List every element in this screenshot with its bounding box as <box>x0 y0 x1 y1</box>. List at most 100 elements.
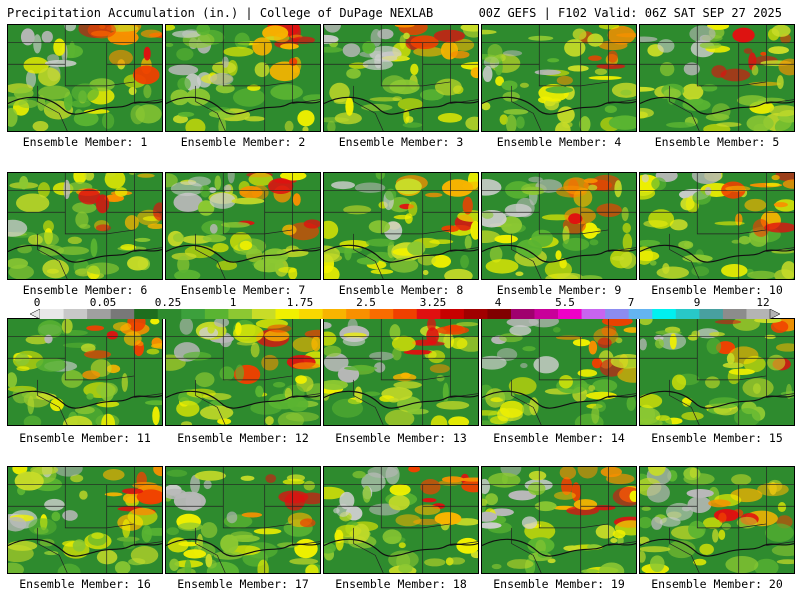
precip-blob <box>86 393 94 400</box>
precip-blob <box>23 415 42 425</box>
precip-blob <box>581 569 600 573</box>
precip-blob <box>482 355 507 370</box>
precip-blob <box>112 322 132 331</box>
precip-blob <box>254 62 270 78</box>
precip-blob <box>666 121 695 128</box>
precip-blob <box>556 185 588 198</box>
state-border <box>608 247 636 252</box>
precip-blob <box>499 400 525 418</box>
precip-blob <box>8 540 38 551</box>
precip-blob <box>778 58 794 76</box>
precip-blob <box>324 331 337 346</box>
precip-blob <box>292 193 301 206</box>
precip-blob <box>345 97 354 116</box>
precip-blob <box>410 63 419 75</box>
precip-blob <box>181 421 193 425</box>
colorbar-tick-label: 9 <box>693 296 701 309</box>
precip-blob <box>495 76 505 86</box>
precip-blob <box>143 527 162 536</box>
precip-blob <box>595 524 616 539</box>
precip-blob <box>531 229 554 248</box>
ensemble-map-panel <box>323 318 479 426</box>
precip-field <box>640 467 794 573</box>
precip-blob <box>44 99 59 112</box>
state-border <box>134 393 162 398</box>
precip-field <box>482 467 636 573</box>
state-border <box>511 85 542 131</box>
colorbar-min-arrow <box>30 309 41 319</box>
precip-blob <box>173 114 189 124</box>
precip-blob <box>278 266 297 273</box>
precip-blob <box>287 396 309 412</box>
precip-blob <box>250 342 260 358</box>
precip-blob <box>32 120 49 131</box>
precip-blob <box>214 175 222 190</box>
precip-field <box>8 319 162 425</box>
precip-blob <box>713 509 740 522</box>
precip-blob <box>284 387 292 400</box>
precip-blob <box>522 346 536 352</box>
precip-blob <box>35 357 67 372</box>
state-border <box>106 375 135 381</box>
precip-blob <box>577 369 598 377</box>
precip-blob <box>699 41 722 49</box>
state-border <box>738 375 767 381</box>
precip-blob <box>782 179 794 189</box>
precip-blob <box>589 239 599 246</box>
precip-blob <box>649 260 657 266</box>
colorbar-swatch <box>157 309 182 319</box>
coastline <box>8 96 162 115</box>
colorbar-tick-label: 0.05 <box>89 296 117 309</box>
precip-blob <box>420 478 441 495</box>
precip-blob <box>681 411 704 421</box>
precip-blob <box>752 219 770 237</box>
ensemble-member-label: Ensemble Member: 14 <box>493 431 625 445</box>
precip-blob <box>731 239 741 244</box>
precip-blob <box>176 400 200 417</box>
precip-field <box>324 173 478 279</box>
precip-blob <box>166 173 178 188</box>
precip-blob <box>596 63 626 69</box>
precip-blob <box>400 372 411 379</box>
state-border <box>422 375 451 381</box>
precip-blob <box>250 401 282 415</box>
precip-blob <box>273 33 290 43</box>
precip-blob <box>44 59 77 67</box>
precip-blob <box>732 27 755 43</box>
precip-blob <box>583 178 598 184</box>
precip-blob <box>596 203 622 217</box>
state-border <box>580 375 609 381</box>
coastline <box>640 538 794 557</box>
coastline <box>166 244 320 263</box>
precip-blob <box>489 415 508 425</box>
precip-blob <box>682 397 692 407</box>
precip-blob <box>57 246 90 255</box>
precip-blob <box>391 335 416 352</box>
precip-blob <box>324 542 336 554</box>
precip-blob <box>534 69 561 76</box>
state-border <box>538 173 581 235</box>
precip-blob <box>8 219 28 237</box>
precip-blob <box>591 227 602 235</box>
state-border <box>195 233 226 279</box>
precip-blob <box>104 492 123 497</box>
precip-blob <box>461 479 478 493</box>
colorbar-swatch <box>416 309 441 319</box>
state-border <box>64 25 107 87</box>
precip-blob <box>135 104 162 124</box>
precip-blob <box>747 270 776 279</box>
precip-blob <box>450 50 470 59</box>
precip-blob <box>172 30 202 38</box>
precip-blob <box>303 480 315 491</box>
ensemble-map-panel <box>481 172 637 280</box>
precip-blob <box>425 192 443 198</box>
colorbar-swatch <box>558 309 582 319</box>
precip-blob <box>324 352 349 372</box>
precip-blob <box>61 319 73 334</box>
precip-blob <box>354 386 363 403</box>
ensemble-member-label: Ensemble Member: 16 <box>19 577 151 591</box>
state-border <box>766 247 794 252</box>
precip-blob <box>362 485 372 503</box>
precip-blob <box>771 25 791 37</box>
precip-blob <box>236 341 256 346</box>
